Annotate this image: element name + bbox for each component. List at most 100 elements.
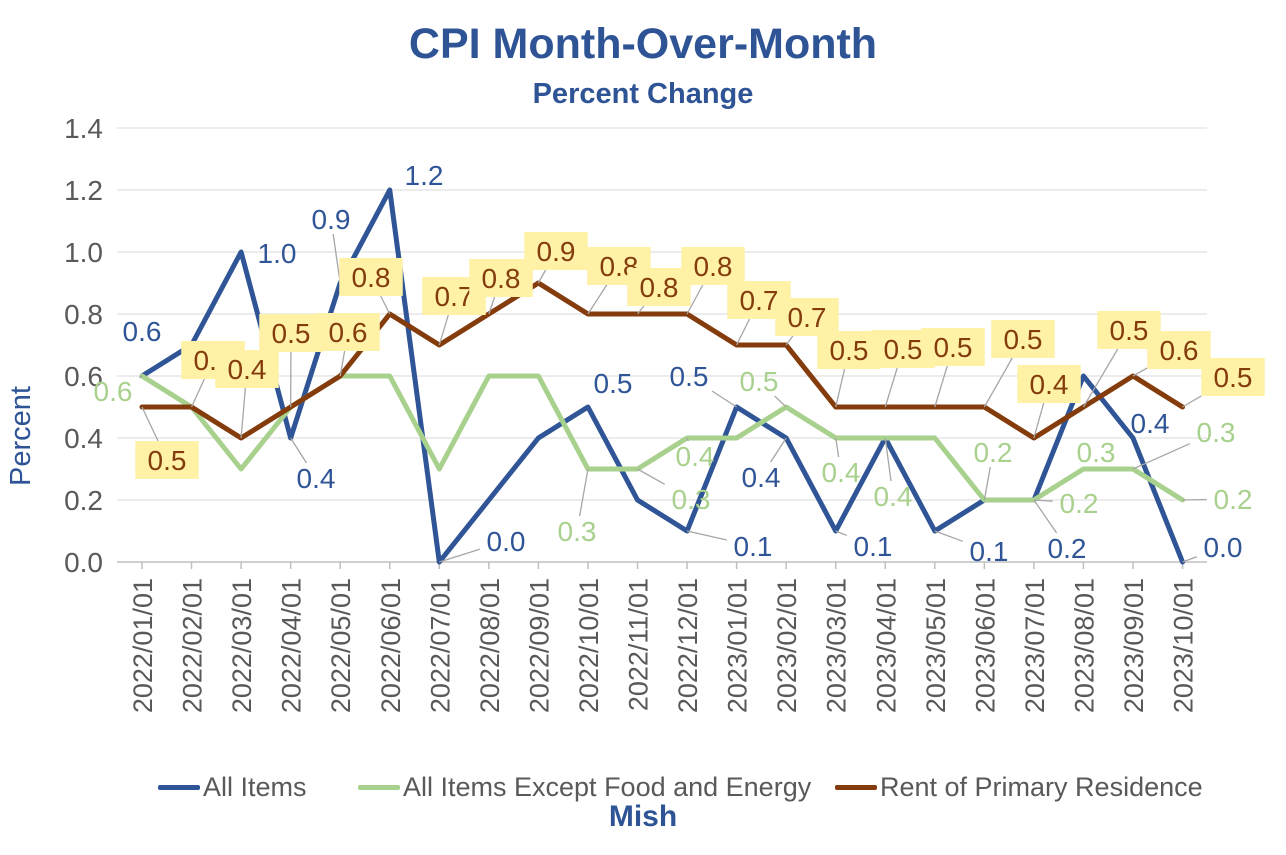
label-leader-line xyxy=(1033,499,1053,502)
label-leader-line xyxy=(1132,367,1148,377)
data-label-rent: 0.5 xyxy=(830,335,869,366)
label-leader-line xyxy=(332,233,341,284)
x-axis-tick-label: 2023/08/01 xyxy=(1069,578,1099,713)
data-label-rent: 0.5 xyxy=(884,334,923,365)
x-axis-tick-label: 2023/09/01 xyxy=(1119,578,1149,713)
data-label-bg xyxy=(524,232,588,270)
label-leader-line xyxy=(290,437,308,464)
x-axis-tick-label: 2022/03/01 xyxy=(227,578,257,713)
x-axis-tick-label: 2023/01/01 xyxy=(723,578,753,713)
data-label-bg xyxy=(991,320,1055,358)
label-leader-line xyxy=(1182,395,1202,408)
label-leader-line xyxy=(1033,499,1058,534)
data-label-core: 0.3 xyxy=(558,516,597,547)
legend-swatch-core xyxy=(358,784,400,790)
legend-label-core: All Items Except Food and Energy xyxy=(403,771,812,802)
data-label-core: 0.4 xyxy=(676,441,715,472)
x-axis-tick-label: 2023/10/01 xyxy=(1169,578,1199,713)
data-label-core: 0.2 xyxy=(1214,484,1253,515)
data-label-all-items: 1.2 xyxy=(405,160,444,191)
data-label-all-items: 0.1 xyxy=(854,531,893,562)
data-label-all-items: 0.1 xyxy=(970,536,1009,567)
label-leader-line xyxy=(686,530,727,541)
data-label-all-items: 0.6 xyxy=(123,316,162,347)
data-label-rent: 0.5 xyxy=(148,445,187,476)
data-label-rent: 0.8 xyxy=(640,272,679,303)
x-axis-tick-label: 2023/04/01 xyxy=(871,578,901,713)
data-label-bg xyxy=(259,314,323,352)
label-leader-line xyxy=(637,468,666,485)
data-label-rent: 0.5 xyxy=(1214,362,1253,393)
label-leader-line xyxy=(983,466,991,501)
data-label-bg xyxy=(316,313,380,351)
data-label-all-items: 1.0 xyxy=(258,238,297,269)
label-leader-line xyxy=(934,530,963,542)
label-leader-line xyxy=(1182,556,1197,563)
label-leader-line xyxy=(835,368,846,408)
data-label-all-items: 0.4 xyxy=(1131,408,1170,439)
x-axis-tick-label: 2022/11/01 xyxy=(624,578,654,711)
data-label-bg xyxy=(469,259,533,297)
label-leader-line xyxy=(686,437,689,442)
x-axis-tick-label: 2022/05/01 xyxy=(326,578,356,713)
data-label-rent: 0.8 xyxy=(352,262,391,293)
data-label-all-items: 0.5 xyxy=(670,361,709,392)
y-axis-tick-label: 1.2 xyxy=(64,175,103,206)
label-leader-line xyxy=(1132,443,1191,470)
label-leader-line xyxy=(770,437,787,463)
data-label-bg xyxy=(1147,331,1211,369)
data-label-rent: 0.8 xyxy=(694,251,733,282)
x-axis-tick-label: 2023/06/01 xyxy=(970,578,1000,713)
y-axis-tick-label: 1.0 xyxy=(64,237,103,268)
chart-title: CPI Month-Over-Month xyxy=(408,20,878,68)
y-axis-tick-label: 1.4 xyxy=(64,113,103,144)
data-label-rent: 0.7 xyxy=(788,302,827,333)
x-axis-tick-label: 2023/02/01 xyxy=(772,578,802,713)
x-axis-tick-label: 2023/05/01 xyxy=(921,578,951,713)
label-leader-line xyxy=(983,357,1013,408)
data-label-all-items: 0.0 xyxy=(1204,532,1243,563)
chart-subtitle: Percent Change xyxy=(532,78,754,110)
label-leader-line xyxy=(785,335,794,346)
data-label-bg xyxy=(1201,358,1265,396)
label-leader-line xyxy=(579,468,589,517)
label-leader-line xyxy=(884,367,898,408)
data-label-bg xyxy=(215,350,279,388)
data-label-rent: 0.7 xyxy=(435,281,474,312)
data-label-rent: 0.6 xyxy=(329,317,368,348)
y-axis-tick-label: 0.6 xyxy=(64,361,103,392)
legend-item-core: All Items Except Food and Energy xyxy=(358,770,811,804)
data-label-rent: 0.9 xyxy=(537,236,576,267)
data-label-all-items: 0.5 xyxy=(594,368,633,399)
data-label-bg xyxy=(627,268,691,306)
x-axis-tick-label: 2023/03/01 xyxy=(822,578,852,713)
data-label-all-items: 0.4 xyxy=(742,462,781,493)
x-axis-tick-label: 2022/10/01 xyxy=(574,578,604,713)
label-leader-line xyxy=(439,548,480,563)
y-axis-tick-label: 0.8 xyxy=(64,299,103,330)
x-axis-tick-label: 2022/08/01 xyxy=(475,578,505,713)
y-axis-title: Percent xyxy=(5,386,37,486)
y-axis-tick-label: 0.4 xyxy=(64,423,103,454)
data-label-all-items: 0.4 xyxy=(297,463,336,494)
legend-item-rent: Rent of Primary Residence xyxy=(835,770,1203,804)
x-axis-tick-label: 2022/04/01 xyxy=(277,578,307,713)
data-label-core: 0.3 xyxy=(672,484,711,515)
data-label-rent: 0.7 xyxy=(740,285,779,316)
label-leader-line xyxy=(438,314,449,346)
label-leader-line xyxy=(1082,348,1119,408)
x-axis-tick-label: 2022/07/01 xyxy=(425,578,455,713)
data-label-rent: 0.6 xyxy=(1160,335,1199,366)
label-leader-line xyxy=(488,296,496,315)
legend-item-all-items: All Items xyxy=(158,770,307,804)
data-label-bg xyxy=(681,247,745,285)
legend: All Items All Items Except Food and Ener… xyxy=(0,770,1286,804)
x-axis-tick-label: 2022/09/01 xyxy=(524,578,554,713)
data-label-rent: 0.5 xyxy=(1004,324,1043,355)
y-axis-tick-label: 0.2 xyxy=(64,485,103,516)
label-leader-line xyxy=(736,318,751,346)
data-label-rent: 0.8 xyxy=(482,263,521,294)
data-label-bg xyxy=(775,298,839,336)
label-leader-line xyxy=(339,350,346,377)
data-label-core: 0.2 xyxy=(974,437,1013,468)
